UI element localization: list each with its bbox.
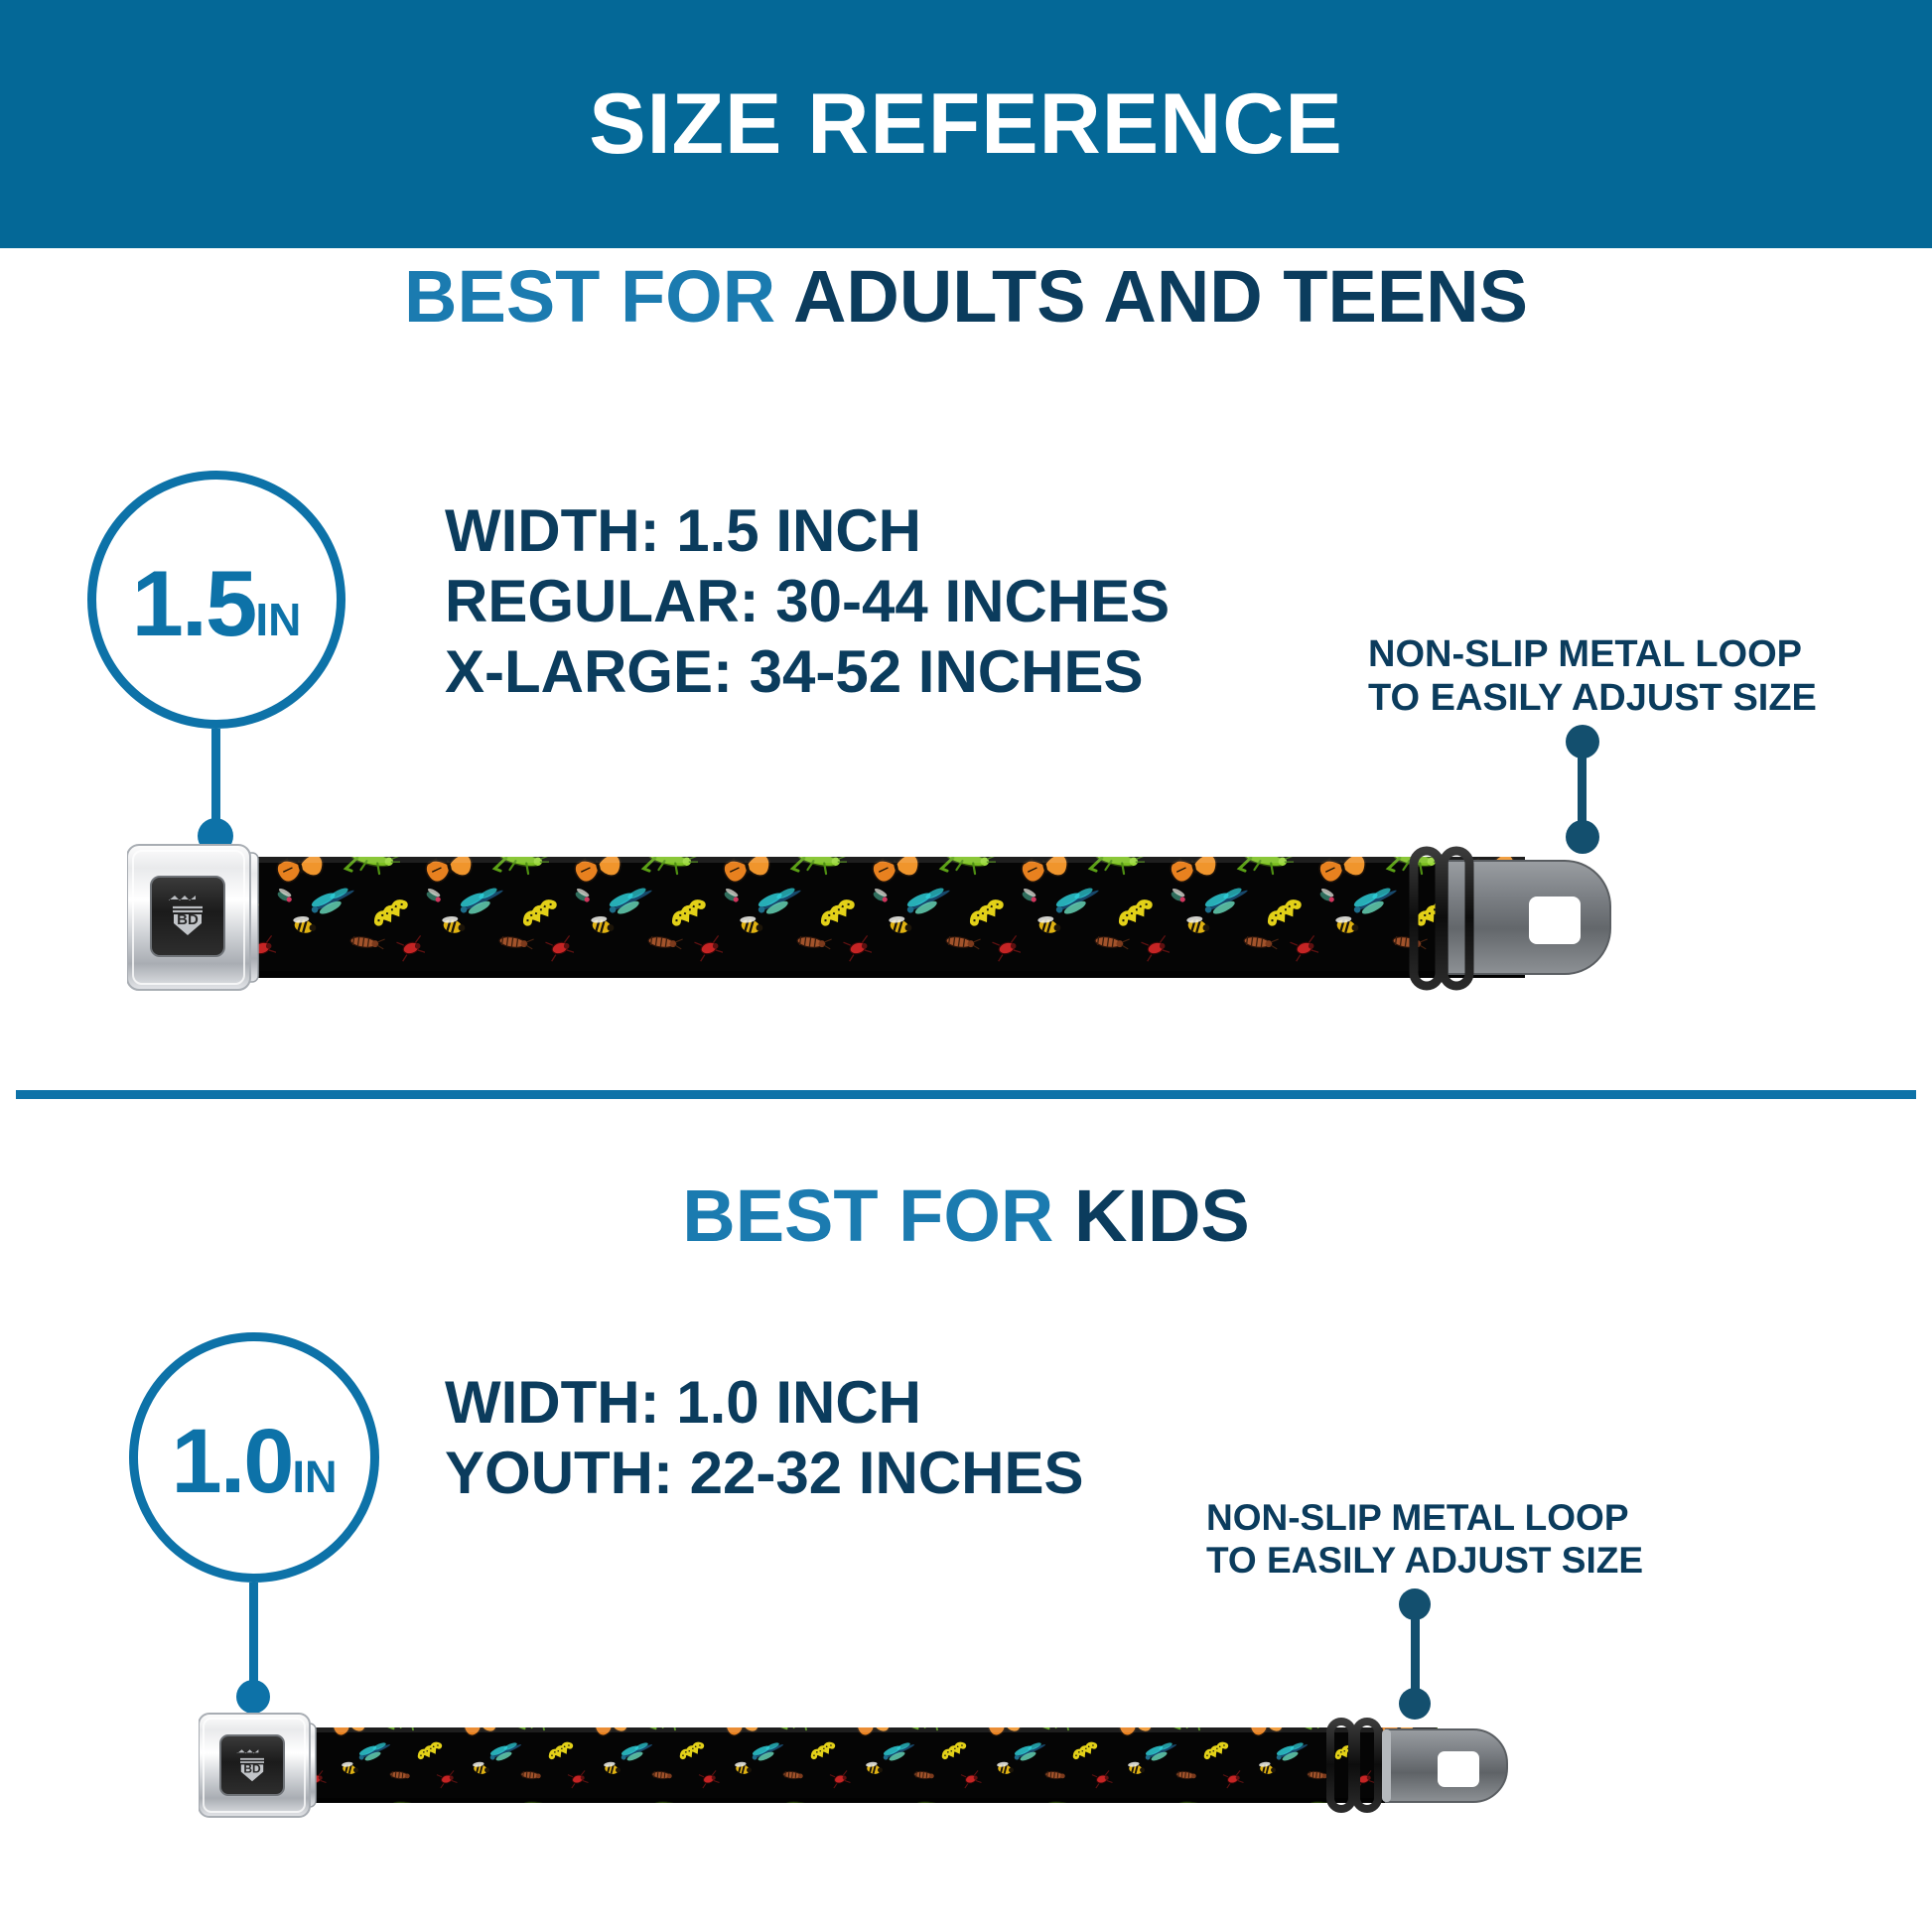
callout-line2-kids: TO EASILY ADJUST SIZE [1206, 1539, 1644, 1581]
spec-line-width-kids: WIDTH: 1.0 INCH [445, 1369, 921, 1436]
belt-illustration-kids: BD [199, 1713, 1508, 1818]
section-heading-kids-light: BEST FOR [682, 1174, 1074, 1257]
badge-pointer-line-1-0in [249, 1583, 258, 1690]
size-badge-ring-1-0in: 1.0 IN [129, 1332, 379, 1583]
callout-line1-adults: NON-SLIP METAL LOOP [1368, 633, 1803, 675]
belt-metal-loop-kids [1326, 1718, 1382, 1813]
page-title: SIZE REFERENCE [589, 76, 1343, 172]
callout-bottom-dot-adults [1566, 820, 1599, 854]
size-badge-text-1-5in: 1.5 IN [132, 557, 302, 650]
section-heading-kids: BEST FOR KIDS [0, 1179, 1932, 1253]
badge-pointer-dot-1-0in [236, 1680, 270, 1714]
section-heading-adults-dark: ADULTS AND TEENS [792, 255, 1528, 338]
belt-kids: BD [199, 1706, 1608, 1825]
belt-buckle-adults: BD [127, 844, 259, 991]
size-badge-unit-1-5in: IN [255, 594, 302, 645]
belt-metal-tip-kids [1382, 1728, 1508, 1803]
badge-pointer-line-1-5in [211, 729, 220, 828]
spec-block-adults: WIDTH: 1.5 INCH REGULAR: 30-44 INCHES X-… [445, 496, 1170, 707]
svg-text:BD: BD [177, 911, 199, 928]
spec-line-regular-adults: REGULAR: 30-44 INCHES [445, 567, 1171, 634]
belt-buckle-kids: BD [199, 1713, 317, 1818]
svg-text:BD: BD [243, 1761, 261, 1775]
spec-line-width-adults: WIDTH: 1.5 INCH [445, 497, 921, 564]
section-divider [16, 1090, 1916, 1099]
buckle-logo-bd: BD [169, 896, 203, 935]
size-badge-text-1-0in: 1.0 IN [172, 1416, 338, 1507]
belt-metal-loop-adults [1409, 846, 1474, 991]
callout-bottom-dot-kids [1399, 1688, 1431, 1720]
size-badge-number-1-5in: 1.5 [131, 551, 258, 655]
section-heading-adults-light: BEST FOR [404, 255, 793, 338]
callout-pointer-line-kids [1411, 1602, 1420, 1702]
section-heading-adults: BEST FOR ADULTS AND TEENS [0, 260, 1932, 334]
header-band: SIZE REFERENCE [0, 0, 1932, 248]
belt-illustration-adults: BD [127, 844, 1611, 991]
callout-line2-adults: TO EASILY ADJUST SIZE [1368, 676, 1817, 719]
spec-line-youth-kids: YOUTH: 22-32 INCHES [445, 1439, 1084, 1506]
callout-pointer-line-adults [1578, 739, 1587, 834]
spec-block-kids: WIDTH: 1.0 INCH YOUTH: 22-32 INCHES [445, 1368, 1083, 1509]
section-heading-kids-dark: KIDS [1073, 1174, 1250, 1257]
spec-line-xlarge-adults: X-LARGE: 34-52 INCHES [445, 637, 1144, 705]
belt-adults: BD [127, 839, 1815, 998]
size-badge-ring-1-5in: 1.5 IN [87, 471, 345, 729]
buckle-logo-bd-kids: BD [236, 1749, 265, 1782]
callout-metal-loop-adults: NON-SLIP METAL LOOP TO EASILY ADJUST SIZ… [1368, 633, 1817, 720]
size-badge-1-0in: 1.0 IN [129, 1332, 379, 1583]
size-badge-unit-1-0in: IN [292, 1451, 338, 1502]
size-badge-number-1-0in: 1.0 [171, 1411, 295, 1512]
callout-metal-loop-kids: NON-SLIP METAL LOOP TO EASILY ADJUST SIZ… [1206, 1497, 1644, 1582]
size-badge-1-5in: 1.5 IN [87, 471, 345, 729]
callout-line1-kids: NON-SLIP METAL LOOP [1206, 1497, 1629, 1538]
belt-metal-tip-adults [1447, 860, 1611, 975]
